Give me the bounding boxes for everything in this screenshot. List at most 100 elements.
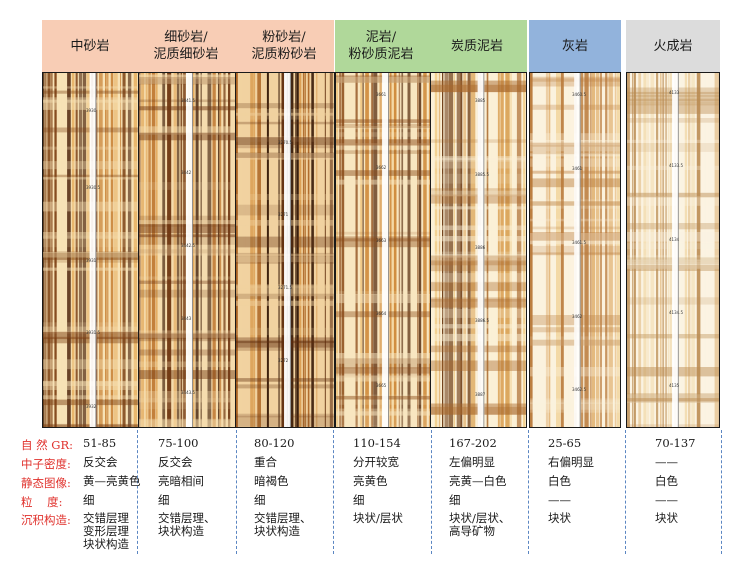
cell-c6-gr: 25-65 [548, 436, 582, 450]
column-separator [625, 430, 626, 554]
depth-label: 3442.5 [181, 243, 195, 248]
depth-label: 3932 [86, 404, 97, 409]
depth-label: 3930.5 [86, 185, 100, 190]
cell-c1-gr: 51-85 [83, 436, 117, 450]
row-label-grain-size: 粒 度: [21, 495, 63, 509]
cell-c5-structure: 块状/层状、 高导矿物 [449, 511, 511, 538]
row-label-neutron-density: 中子密度: [21, 457, 71, 471]
column-separator [528, 430, 529, 554]
depth-label: 3931.5 [86, 330, 100, 335]
column-separator [137, 430, 138, 554]
cell-c1-image: 黄—亮黄色 [83, 474, 141, 488]
header-siltstone: 粉砂岩/泥质粉砂岩 [251, 30, 317, 62]
depth-label: 3931 [86, 258, 97, 263]
borehole-image-2 [139, 73, 235, 427]
borehole-image-3 [236, 73, 334, 427]
column-separator [333, 430, 334, 554]
depth-label: 3887 [475, 392, 486, 397]
cell-c2-neutron: 反交会 [158, 455, 193, 469]
cell-c6-image: 白色 [548, 474, 571, 488]
header-igneous-rock: 火成岩 [626, 20, 720, 72]
depth-label: 3665 [376, 383, 387, 388]
depth-label: 3663 [376, 238, 387, 243]
cell-c7-image: 白色 [655, 474, 678, 488]
cell-c2-structure: 交错层理、 块状构造 [158, 511, 216, 538]
cell-c1-neutron: 反交会 [83, 455, 118, 469]
cell-c2-image: 亮暗相间 [158, 474, 204, 488]
depth-label: 3272 [278, 358, 289, 363]
depth-label: 4133 [669, 90, 680, 95]
image-panel-1 [42, 72, 139, 428]
column-separator [721, 430, 722, 554]
cell-c4-image: 亮黄色 [353, 474, 388, 488]
image-panel-7 [626, 72, 720, 428]
cell-c7-structure: 块状 [655, 511, 678, 525]
depth-label: 3885 [475, 98, 486, 103]
depth-label: 3271.5 [278, 285, 292, 290]
depth-label: 3442 [181, 170, 192, 175]
depth-label: 3661 [376, 92, 387, 97]
header-medium-sandstone: 中砂岩 [70, 38, 110, 54]
cell-c5-grain: 细 [449, 493, 461, 507]
cell-c5-image: 亮黄—白色 [449, 474, 507, 488]
depth-label: 3461.5 [572, 240, 586, 245]
depth-label: 3664 [376, 311, 387, 316]
header-mudstone: 泥岩/粉砂质泥岩 [348, 30, 414, 62]
header-sandstone-group: 中砂岩 细砂岩/泥质细砂岩 粉砂岩/泥质粉砂岩 [42, 20, 334, 72]
cell-c3-structure: 交错层理、 块状构造 [254, 511, 312, 538]
column-separator [236, 430, 237, 554]
cell-c7-gr: 70-137 [655, 436, 696, 450]
depth-label: 4135 [669, 383, 680, 388]
cell-c1-structure: 交错层理 变形层理 块状构造 [83, 511, 129, 551]
header-mudstone-group: 泥岩/粉砂质泥岩 炭质泥岩 [335, 20, 527, 72]
cell-c3-neutron: 重合 [254, 455, 277, 469]
cell-c6-structure: 块状 [548, 511, 571, 525]
cell-c3-image: 暗褐色 [254, 474, 289, 488]
row-label-static-image: 静态图像: [21, 476, 71, 490]
borehole-image-6 [530, 73, 620, 427]
depth-label: 3443 [181, 316, 192, 321]
column-separator [431, 430, 432, 554]
depth-label: 3441.5 [181, 98, 195, 103]
header-limestone: 灰岩 [529, 20, 621, 72]
depth-label: 4134 [669, 237, 680, 242]
cell-c4-gr: 110-154 [353, 436, 401, 450]
image-panel-5 [430, 72, 527, 428]
depth-label: 3886 [475, 245, 486, 250]
cell-c3-grain: 细 [254, 493, 266, 507]
cell-c6-neutron: 右偏明显 [548, 455, 594, 469]
header-carbonaceous-mudstone: 炭质泥岩 [450, 38, 503, 54]
depth-label: 3443.5 [181, 390, 195, 395]
depth-label: 3462.5 [572, 387, 586, 392]
depth-label: 4133.5 [669, 163, 683, 168]
cell-c5-gr: 167-202 [449, 436, 497, 450]
depth-label: 3462 [572, 314, 583, 319]
image-panel-6 [529, 72, 621, 428]
borehole-image-5 [431, 73, 526, 427]
depth-label: 3885.5 [475, 172, 489, 177]
depth-label: 4134.5 [669, 310, 683, 315]
depth-label: 3270.5 [278, 140, 292, 145]
depth-label: 3886.5 [475, 318, 489, 323]
borehole-image-1 [43, 73, 138, 427]
depth-label: 3662 [376, 165, 387, 170]
depth-label: 3461 [572, 166, 583, 171]
cell-c4-grain: 细 [353, 493, 365, 507]
cell-c1-grain: 细 [83, 493, 95, 507]
image-panel-4 [335, 72, 431, 428]
header-fine-sandstone: 细砂岩/泥质细砂岩 [153, 30, 219, 62]
row-label-sedimentary-structure: 沉积构造: [21, 513, 71, 527]
image-panel-3 [235, 72, 335, 428]
cell-c6-grain: —— [548, 493, 571, 507]
depth-label: 3271 [278, 212, 289, 217]
depth-label: 3460.5 [572, 92, 586, 97]
cell-c2-gr: 75-100 [158, 436, 199, 450]
cell-c4-structure: 块状/层状 [353, 511, 403, 525]
borehole-image-4 [336, 73, 430, 427]
depth-label: 3930 [86, 108, 97, 113]
cell-c7-grain: —— [655, 493, 678, 507]
cell-c7-neutron: —— [655, 455, 678, 469]
image-panel-2 [138, 72, 236, 428]
cell-c4-neutron: 分开较宽 [353, 455, 399, 469]
cell-c5-neutron: 左偏明显 [449, 455, 495, 469]
